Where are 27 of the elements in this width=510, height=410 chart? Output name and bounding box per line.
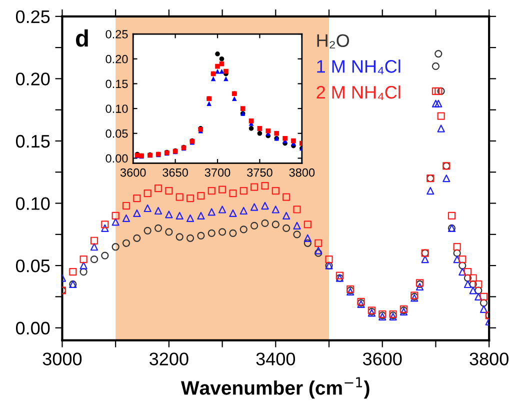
x-tick-label: 3200: [150, 352, 188, 366]
y-tick-label: 0.15: [16, 134, 50, 148]
y-tick-label: 0.00: [16, 322, 50, 335]
y-tick-label: 0.05: [16, 259, 50, 272]
x-tick-label: 3700: [204, 168, 230, 177]
y-tick-label: 0.25: [106, 30, 128, 38]
x-tick-label: 3600: [362, 352, 402, 366]
y-tick-label: 0.10: [16, 197, 50, 210]
y-tick-label: 0.00: [106, 154, 128, 163]
y-tick-label: 0.25: [16, 10, 50, 24]
x-tick-label: 3800: [289, 168, 315, 177]
x-tick-label: 3000: [42, 352, 82, 366]
text: H₂O: [317, 34, 350, 48]
x-tick-label: 3650: [162, 168, 188, 177]
x-tick-label: 3600: [120, 168, 146, 177]
y-tick-label: 0.20: [106, 54, 128, 64]
y-tick-label: 0.10: [106, 104, 128, 113]
x-tick-label: 3750: [247, 168, 272, 177]
series-label: 2 M NH₄Cl: [316, 85, 400, 100]
text: 1 M NH₄Cl: [317, 60, 400, 74]
y-tick-label: 0.15: [106, 80, 128, 88]
y-tick-label: 0.20: [16, 72, 50, 86]
annotation: d: [76, 29, 88, 47]
x-tick-label: 3800: [470, 352, 508, 366]
x-tick-label: 3400: [256, 352, 296, 366]
x-axis-title: Wavenumber (cm$^{−1}$): [180, 377, 370, 399]
y-tick-label: 0.05: [106, 129, 128, 138]
